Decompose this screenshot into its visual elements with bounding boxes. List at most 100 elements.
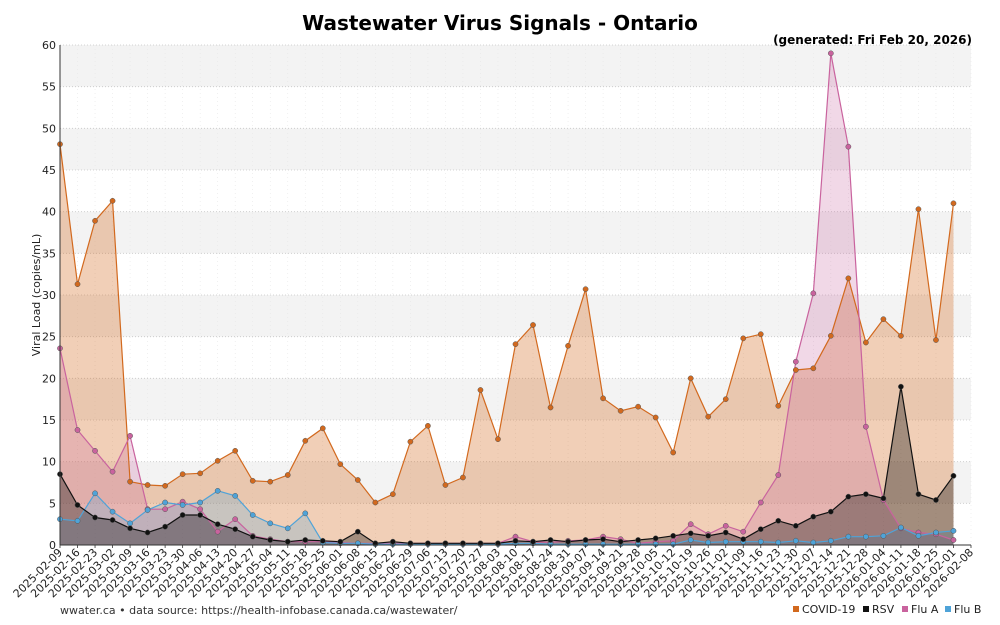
data-point xyxy=(915,532,922,539)
footer-source: wwater.ca • data source: https://health-… xyxy=(60,604,458,617)
data-point xyxy=(635,403,641,410)
data-point xyxy=(757,538,764,545)
data-point xyxy=(757,499,764,506)
data-point xyxy=(442,482,449,488)
area-covid-19 xyxy=(60,144,954,545)
data-point xyxy=(354,477,361,483)
data-point xyxy=(898,524,904,531)
data-point xyxy=(722,529,729,536)
y-tick-label: 5 xyxy=(49,497,56,510)
y-tick-label: 55 xyxy=(42,81,56,94)
data-point xyxy=(898,383,904,390)
data-point xyxy=(617,407,624,414)
data-point xyxy=(810,539,817,546)
y-tick-label: 50 xyxy=(42,122,56,135)
data-point xyxy=(179,502,186,508)
data-point xyxy=(880,495,887,502)
data-point xyxy=(197,470,204,477)
data-point xyxy=(232,447,239,454)
data-point xyxy=(460,474,466,481)
data-point xyxy=(863,491,869,498)
y-tick-label: 25 xyxy=(42,331,56,344)
data-point xyxy=(757,526,764,533)
data-point xyxy=(197,512,204,518)
data-point xyxy=(354,528,361,535)
data-point xyxy=(740,528,747,535)
data-point xyxy=(284,538,291,545)
data-point xyxy=(197,506,204,513)
series-lines xyxy=(59,53,955,545)
data-point xyxy=(127,525,133,532)
data-point xyxy=(495,436,501,443)
data-point xyxy=(109,517,116,523)
data-point xyxy=(933,497,939,503)
data-point xyxy=(74,517,81,524)
y-tick-label: 10 xyxy=(42,456,56,469)
y-tick-label: 0 xyxy=(49,539,56,552)
data-point xyxy=(740,335,747,342)
data-point xyxy=(950,527,957,534)
data-point xyxy=(670,449,677,456)
data-point xyxy=(687,537,694,543)
data-point xyxy=(92,514,98,521)
data-point xyxy=(407,438,414,445)
data-point xyxy=(109,468,116,475)
data-point xyxy=(687,521,694,528)
data-point xyxy=(302,510,309,517)
data-point xyxy=(705,532,712,539)
data-point xyxy=(337,461,344,468)
data-point xyxy=(600,536,606,543)
data-point xyxy=(284,472,291,478)
data-point xyxy=(372,499,379,506)
data-point xyxy=(915,491,922,498)
data-point xyxy=(512,537,519,544)
chart-subtitle: (generated: Fri Feb 20, 2026) xyxy=(773,33,972,47)
gridlines xyxy=(59,44,972,546)
data-point xyxy=(880,316,887,323)
y-tick-label: 30 xyxy=(42,289,56,302)
data-point xyxy=(214,487,221,494)
data-point xyxy=(390,538,396,545)
data-point xyxy=(845,493,852,500)
data-point xyxy=(792,522,799,529)
data-point xyxy=(249,533,256,540)
legend-label: Flu B xyxy=(954,603,981,616)
data-point xyxy=(109,508,116,515)
data-point xyxy=(582,286,589,293)
data-point xyxy=(302,437,309,444)
data-point xyxy=(267,520,274,527)
data-point xyxy=(302,537,309,543)
data-point xyxy=(687,530,694,537)
data-point xyxy=(284,525,291,532)
data-point xyxy=(792,537,799,544)
data-point xyxy=(863,533,869,540)
legend-swatch xyxy=(902,606,908,612)
data-point xyxy=(109,197,116,204)
data-point xyxy=(687,375,694,382)
data-point xyxy=(565,538,571,545)
data-point xyxy=(827,537,834,544)
data-point xyxy=(74,281,81,288)
data-point xyxy=(127,520,133,527)
data-point xyxy=(547,537,554,543)
data-point xyxy=(845,143,852,150)
legend: COVID-19 RSV Flu A Flu B xyxy=(793,603,981,616)
data-point xyxy=(845,533,852,540)
data-point xyxy=(950,200,957,207)
data-point xyxy=(827,508,834,515)
data-point xyxy=(232,492,239,499)
data-point xyxy=(863,339,869,346)
data-point xyxy=(722,396,729,403)
data-point xyxy=(950,537,957,543)
y-tick-label: 40 xyxy=(42,206,56,219)
chart-title: Wastewater Virus Signals - Ontario xyxy=(302,11,698,35)
data-point xyxy=(670,532,677,539)
data-point xyxy=(249,477,256,484)
data-point xyxy=(933,529,939,536)
data-point xyxy=(477,387,484,393)
data-point xyxy=(267,537,274,543)
data-point xyxy=(705,539,712,546)
data-point xyxy=(810,290,817,297)
data-point xyxy=(792,367,799,373)
